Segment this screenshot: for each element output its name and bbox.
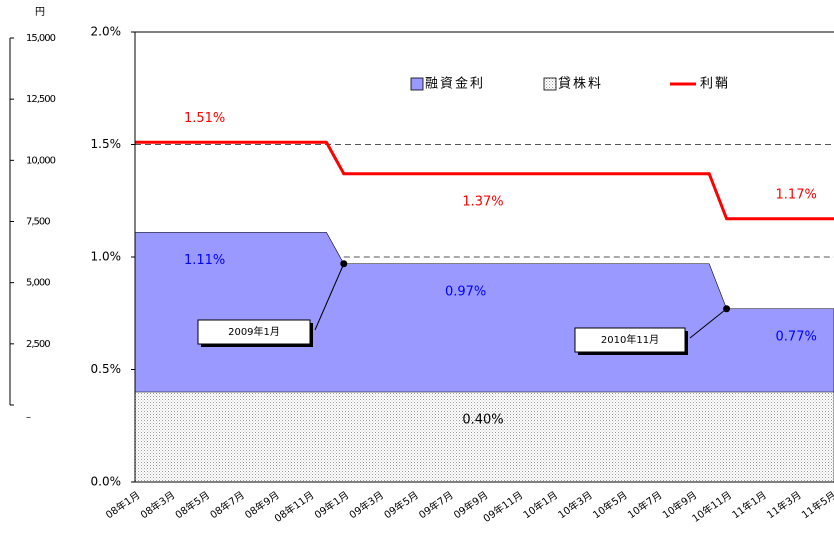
x-tick-label: 09年1月 <box>312 488 351 521</box>
x-tick-label: 10年3月 <box>555 488 594 521</box>
x-tick-label: 11年3月 <box>764 488 803 521</box>
line <box>135 140 834 221</box>
pointer <box>689 308 727 339</box>
point <box>723 305 731 313</box>
legend-label: 融資金利 <box>425 76 485 92</box>
y-tick-label: 0.5% <box>91 362 122 376</box>
x-tick-label: 11年1月 <box>729 488 768 521</box>
data-label: 0.77% <box>776 329 817 344</box>
y-tick-label: 0.0% <box>91 475 122 489</box>
callout-text: 2009年1月 <box>228 325 280 338</box>
legend-label: 貸株料 <box>558 76 603 92</box>
legend-label: 利鞘 <box>700 77 730 92</box>
x-tick-label: 10年7月 <box>625 488 664 521</box>
dotted-area <box>134 391 834 483</box>
y-tick-label: 12,500 <box>26 94 56 105</box>
y-tick-label: 2.0% <box>91 25 122 39</box>
data-label: 1.17% <box>776 187 817 202</box>
x-tick-label: 08年3月 <box>138 488 177 521</box>
y-tick-label: 10,000 <box>26 155 56 166</box>
x-tick-label: 08年7月 <box>207 488 246 521</box>
x-tick-label: 09年3月 <box>347 488 386 521</box>
x-tick-label: 09年5月 <box>381 488 420 521</box>
y-tick-label: 1.0% <box>91 250 122 264</box>
x-tick-label: 09年11月 <box>481 488 526 525</box>
data-label: 1.51% <box>184 111 225 126</box>
x-tick-label: 08年11月 <box>272 488 317 525</box>
x-tick-label: 10年11月 <box>689 488 734 525</box>
legend-swatch <box>410 77 424 91</box>
unit-label: 円 <box>35 7 45 18</box>
y-tick-label: – <box>26 412 31 423</box>
pointer <box>314 263 345 331</box>
x-tick-label: 09年7月 <box>416 488 455 521</box>
callout-box <box>574 327 686 353</box>
y-tick-label: 1.5% <box>91 137 122 151</box>
data-label: 1.11% <box>184 253 225 268</box>
data-label: 1.37% <box>462 194 503 209</box>
x-tick-label: 08年5月 <box>173 488 212 521</box>
x-tick-label: 10年1月 <box>521 488 560 521</box>
callout-box <box>197 319 311 345</box>
y-tick-label: 5,000 <box>26 278 50 289</box>
callout-text: 2010年11月 <box>601 333 659 346</box>
legend-swatch <box>543 77 557 91</box>
x-tick-label: 11年5月 <box>799 488 834 521</box>
x-tick-label: 10年5月 <box>590 488 629 521</box>
y-tick-label: 15,000 <box>26 33 56 44</box>
y-tick-label: 7,500 <box>26 217 50 228</box>
data-label: 0.97% <box>445 284 486 299</box>
data-label: 0.40% <box>462 413 503 428</box>
y-tick-label: 2,500 <box>26 339 50 350</box>
point <box>340 260 348 268</box>
x-tick-label: 08年1月 <box>103 488 142 521</box>
